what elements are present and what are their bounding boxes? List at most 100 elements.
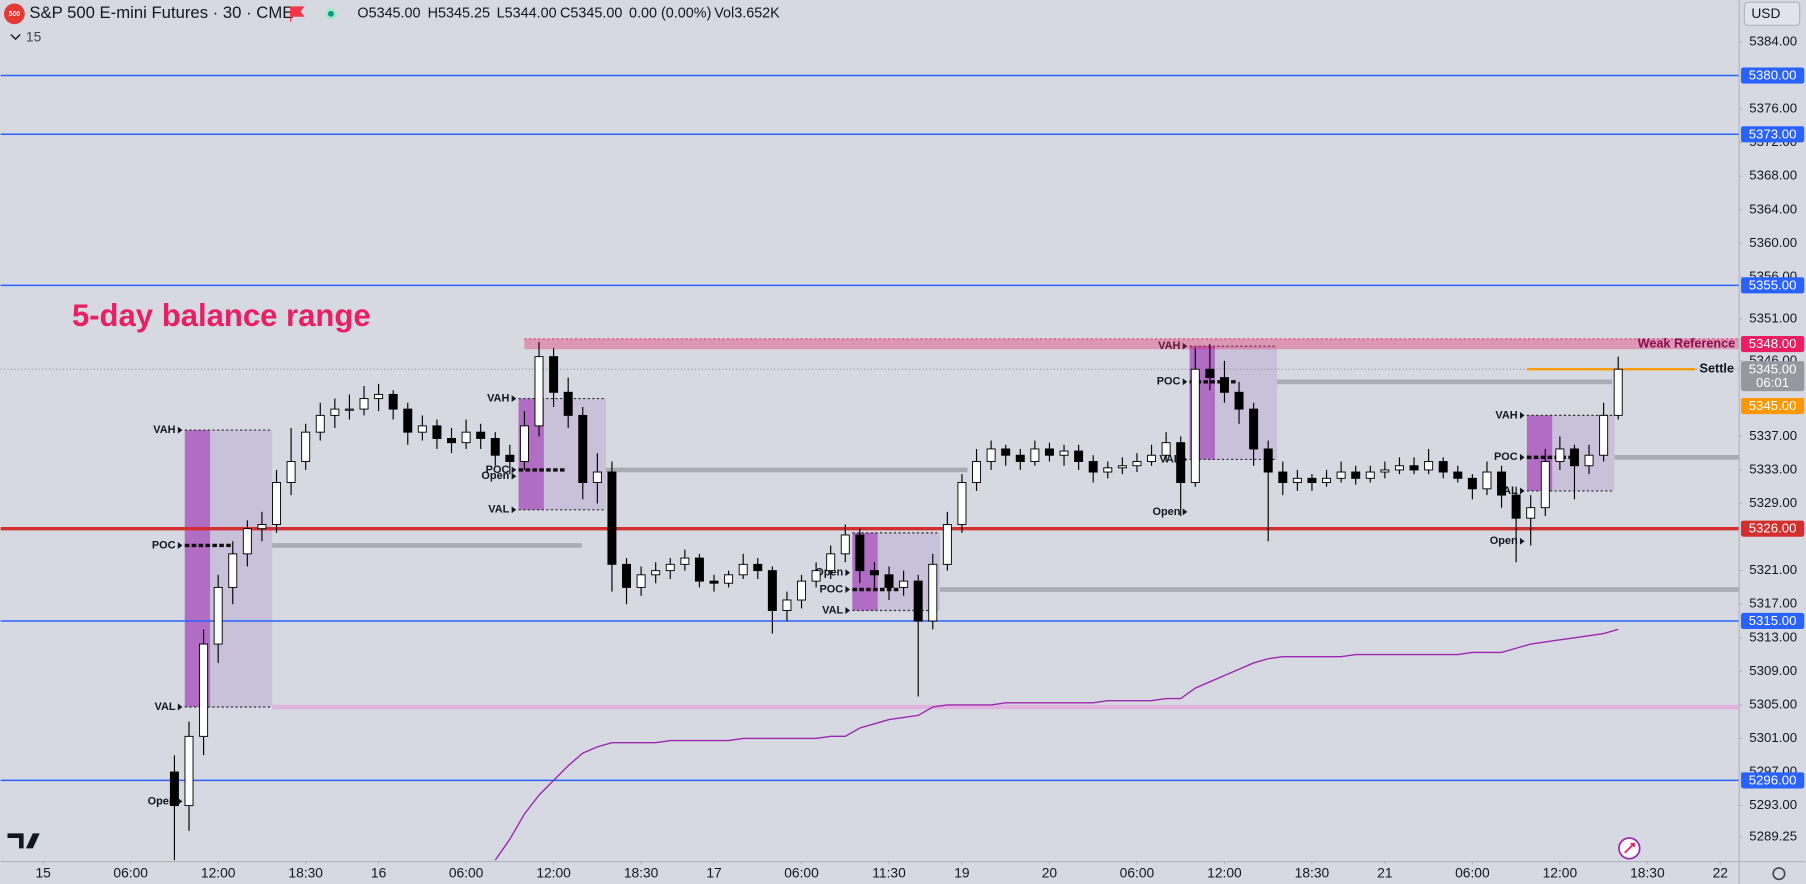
y-tick-label: 5333.00	[1749, 461, 1797, 476]
price-label: 5380.00	[1749, 68, 1797, 83]
price-label-box	[1740, 361, 1805, 392]
x-tick-label: 18:30	[288, 864, 323, 880]
candle-body	[1322, 477, 1332, 483]
profile-marker-arrow	[1519, 537, 1525, 545]
candle-body	[1249, 408, 1259, 450]
candle-body	[359, 398, 369, 410]
y-tick-label: 5321.00	[1749, 562, 1797, 577]
price-label-box	[1740, 612, 1805, 630]
candle-body	[1176, 442, 1186, 483]
candle-body	[680, 557, 690, 565]
settings-icon[interactable]	[1772, 867, 1786, 881]
candle-body	[855, 534, 865, 572]
candle-body	[199, 643, 209, 737]
candle-body	[461, 431, 471, 444]
candle-body	[928, 563, 938, 622]
candle-body	[1540, 461, 1550, 509]
candle-body	[840, 534, 850, 555]
currency-button[interactable]	[1743, 1, 1801, 26]
candle-body	[490, 438, 500, 456]
y-tick-label: 5368.00	[1749, 168, 1797, 183]
flag-icon[interactable]	[290, 6, 305, 22]
x-tick-label: 22	[1713, 864, 1728, 880]
y-tick-label: 5305.00	[1749, 696, 1797, 711]
x-tick-label: 06:00	[1120, 864, 1155, 880]
candle-body	[826, 553, 836, 572]
price-label-box	[1740, 398, 1805, 415]
price-label: 5373.00	[1749, 126, 1797, 141]
symbol-title[interactable]: S&P 500 E-mini Futures · 30 · CME	[29, 3, 293, 22]
profile-marker-arrow	[845, 569, 851, 577]
ohlc-value: H5345.25	[428, 6, 490, 22]
candle-body	[1424, 461, 1434, 471]
candle-body	[724, 574, 734, 584]
profile-marker-arrow	[511, 472, 517, 480]
candle-body	[1599, 414, 1609, 456]
y-tick-label: 5329.00	[1749, 495, 1797, 510]
candle-body	[1147, 454, 1157, 462]
ohlc-value: O5345.00	[357, 6, 420, 22]
profile-marker-arrow	[177, 542, 183, 549]
price-label-box	[1740, 335, 1805, 353]
candle-body	[1409, 465, 1419, 471]
axes: 5384.005376.005372.005368.005364.005360.…	[35, 33, 1805, 880]
candle-body	[1453, 471, 1463, 479]
price-label: 5345.00	[1749, 398, 1797, 413]
candle-body	[592, 471, 602, 483]
candle-body	[709, 580, 719, 584]
profile-marker-arrow	[1182, 378, 1188, 386]
candle-body	[1365, 471, 1375, 479]
candle-body	[1307, 477, 1317, 483]
price-label-box	[1740, 277, 1805, 294]
level-text: Settle	[1700, 362, 1734, 376]
candle-body	[1088, 461, 1098, 473]
candle-body	[1263, 448, 1273, 473]
x-tick-label: 12:00	[1543, 864, 1578, 880]
profile-marker-label: POC	[819, 583, 843, 595]
x-tick-label: 16	[371, 864, 387, 880]
y-tick-label: 5337.00	[1749, 428, 1797, 443]
candle-body	[505, 454, 515, 462]
y-tick-label: 5360.00	[1749, 235, 1797, 250]
x-tick-label: 18:30	[1630, 864, 1665, 880]
x-tick-label: 12:00	[201, 864, 236, 880]
collapse-chevron[interactable]	[10, 34, 21, 41]
candle-body	[651, 570, 661, 576]
candle-body	[753, 563, 763, 572]
profile-marker-label: POC	[1494, 451, 1518, 463]
candle-body	[869, 570, 879, 576]
candle-body	[607, 471, 617, 565]
candle-body	[899, 580, 909, 588]
candle-body	[1511, 494, 1521, 519]
candle-body	[403, 408, 413, 433]
profile-marker-label: VAL	[488, 504, 509, 516]
candle-body	[519, 425, 529, 462]
candle-body	[184, 735, 194, 807]
candle-body	[738, 563, 748, 576]
price-label: 5355.00	[1749, 277, 1797, 292]
profile-marker-label: Open	[1152, 506, 1180, 518]
candle-body	[432, 425, 442, 439]
profile-marker-label: POC	[486, 464, 510, 476]
candle-body	[957, 482, 967, 525]
x-tick-label: 06:00	[1455, 864, 1490, 880]
candle-body	[1467, 477, 1477, 490]
x-tick-label: 06:00	[113, 864, 148, 880]
x-tick-label: 12:00	[536, 864, 571, 880]
candle-body	[344, 408, 354, 411]
y-tick-label: 5293.00	[1749, 797, 1797, 812]
candle-body	[534, 356, 544, 427]
y-tick-label: 5301.00	[1749, 730, 1797, 745]
symbol-logo[interactable]	[4, 3, 25, 25]
candle-body	[972, 461, 982, 483]
candle-body	[636, 574, 646, 588]
candle-body	[986, 448, 996, 462]
price-label-box	[1740, 520, 1805, 537]
candle-body	[694, 557, 704, 582]
x-tick-label: 20	[1042, 864, 1058, 880]
profile-marker-label: VAH	[1495, 409, 1517, 421]
profile-marker-label: VAH	[1158, 340, 1180, 352]
candle-body	[563, 391, 573, 416]
